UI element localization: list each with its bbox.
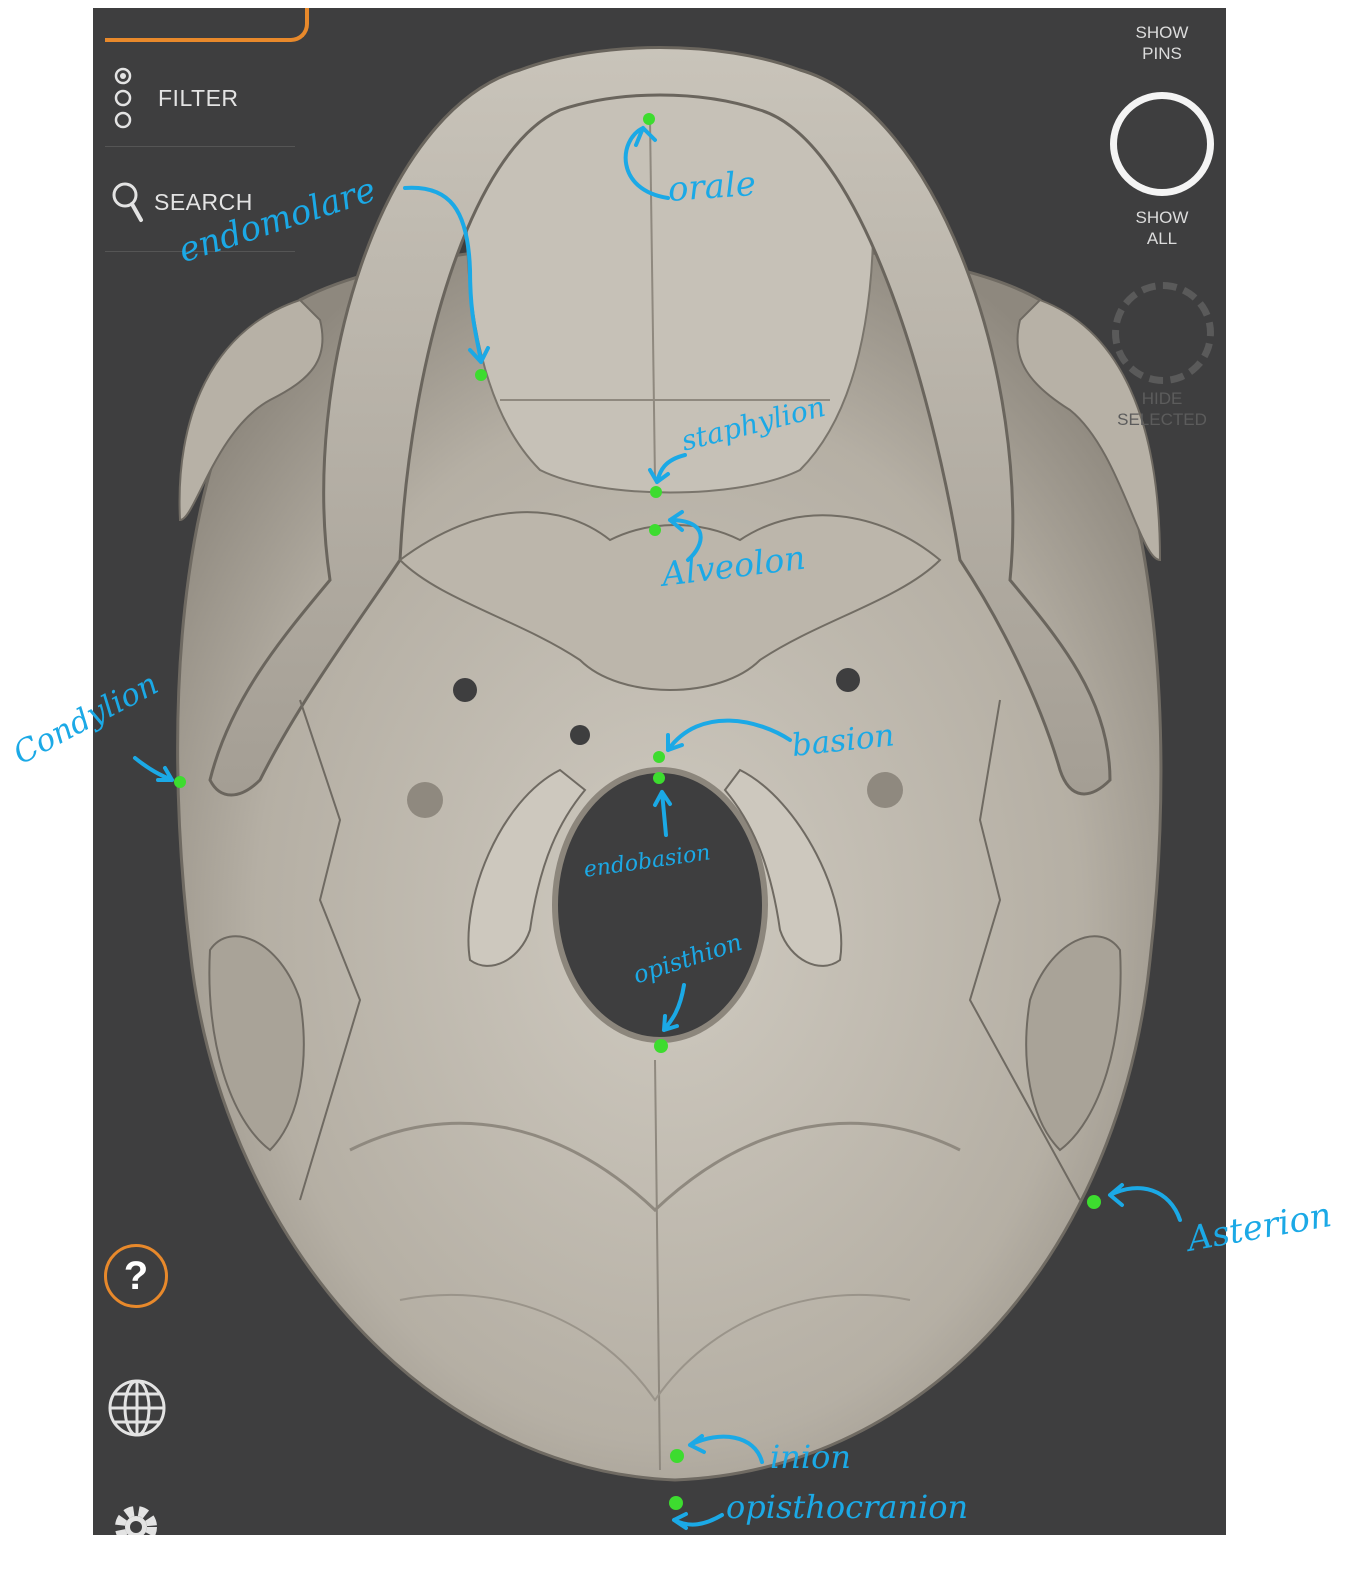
sidebar-divider	[105, 251, 295, 252]
show-pins-line1: SHOW	[1135, 23, 1189, 42]
annotation-opisthocranion: opisthocranion	[726, 1488, 969, 1526]
hide-selected-label: HIDE SELECTED	[1107, 388, 1217, 430]
show-all-line2: ALL	[1146, 229, 1178, 248]
settings-button[interactable]	[104, 1495, 168, 1535]
filter-label: FILTER	[158, 84, 239, 111]
language-button[interactable]	[106, 1377, 168, 1439]
sidebar-divider	[105, 146, 295, 147]
show-all-button[interactable]: SHOW ALL	[1107, 207, 1217, 249]
show-pins-label: SHOW PINS	[1107, 22, 1217, 64]
annotation-orale: orale	[666, 163, 758, 210]
hide-selected-toggle[interactable]	[1112, 282, 1214, 384]
hide-selected-line2: SELECTED	[1117, 410, 1207, 429]
search-icon	[112, 182, 143, 222]
help-label: ?	[123, 1253, 149, 1298]
gear-icon	[115, 1506, 157, 1535]
show-all-line1: SHOW	[1135, 208, 1189, 227]
filter-button[interactable]: FILTER	[110, 66, 239, 130]
globe-icon	[108, 1379, 166, 1437]
top-tab-button[interactable]	[105, 8, 309, 42]
search-label: SEARCH	[154, 188, 253, 215]
search-button[interactable]: SEARCH	[110, 180, 253, 224]
show-pins-line2: PINS	[1142, 44, 1182, 63]
filter-icon	[114, 67, 132, 129]
help-button[interactable]: ?	[104, 1244, 168, 1308]
annotation-inion: inion	[770, 1438, 851, 1476]
show-pins-toggle[interactable]	[1110, 92, 1214, 196]
hide-selected-line1: HIDE	[1141, 389, 1183, 408]
